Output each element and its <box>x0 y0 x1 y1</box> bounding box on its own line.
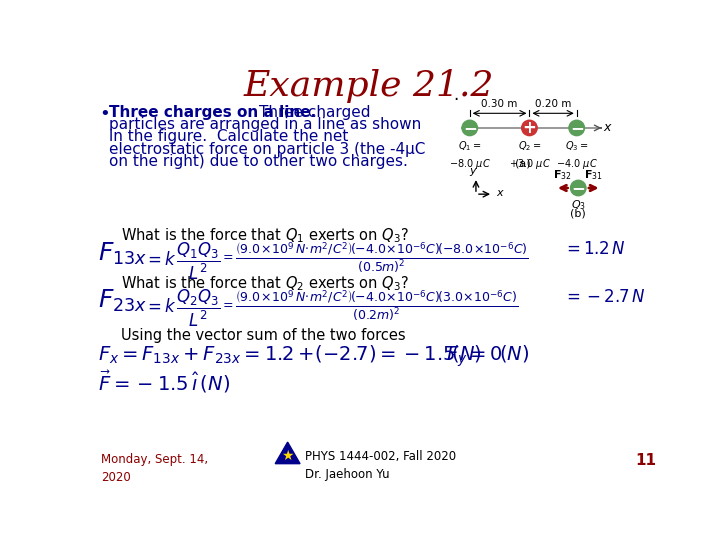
Text: Example 21.2: Example 21.2 <box>244 69 494 103</box>
Text: PHYS 1444-002, Fall 2020
Dr. Jaehoon Yu: PHYS 1444-002, Fall 2020 Dr. Jaehoon Yu <box>305 450 456 481</box>
Text: $=1.2\,N$: $=1.2\,N$ <box>563 240 626 258</box>
Text: Monday, Sept. 14,
2020: Monday, Sept. 14, 2020 <box>101 453 208 484</box>
Polygon shape <box>275 442 300 464</box>
Text: 0.20 m: 0.20 m <box>535 99 571 110</box>
Text: (b): (b) <box>570 208 586 218</box>
Text: $\mathbf{F}_{31}$: $\mathbf{F}_{31}$ <box>585 168 603 182</box>
Text: 0.30 m: 0.30 m <box>482 99 518 110</box>
Text: ·: · <box>453 91 459 110</box>
Text: $Q_3 =$
$-4.0\ \mu C$: $Q_3 =$ $-4.0\ \mu C$ <box>556 139 598 171</box>
Text: (a): (a) <box>516 159 531 168</box>
Text: x: x <box>496 188 503 198</box>
Text: x: x <box>603 120 611 134</box>
Text: $F_{23x}$: $F_{23x}$ <box>98 288 147 314</box>
Text: $F_x = F_{13x} + F_{23x} = 1.2+\!\left(-2.7\right) = -1.5\!\left(N\right)$: $F_x = F_{13x} + F_{23x} = 1.2+\!\left(-… <box>98 343 482 366</box>
Text: $=-2.7\,N$: $=-2.7\,N$ <box>563 288 645 306</box>
Text: $Q_2 =$
$+3.0\ \mu C$: $Q_2 =$ $+3.0\ \mu C$ <box>508 139 550 171</box>
Text: $\vec{F} = -1.5\,\hat{\imath}\,\left(N\right)$: $\vec{F} = -1.5\,\hat{\imath}\,\left(N\r… <box>98 369 230 395</box>
Text: What is the force that $Q_2$ exerts on $Q_3$?: What is the force that $Q_2$ exerts on $… <box>121 274 409 293</box>
Text: electrostatic force on particle 3 (the -4μC: electrostatic force on particle 3 (the -… <box>109 142 425 157</box>
Text: +: + <box>523 119 536 137</box>
Text: $= k\,\dfrac{Q_1Q_3}{L^2}$: $= k\,\dfrac{Q_1Q_3}{L^2}$ <box>144 240 221 282</box>
Text: on the right) due to other two charges.: on the right) due to other two charges. <box>109 154 408 169</box>
Text: ★: ★ <box>282 449 294 463</box>
Text: $= \dfrac{\left(9.0\!\times\!10^{9}\,N\!\cdot\!m^2/C^2\right)\!\left(-4.0\!\time: $= \dfrac{\left(9.0\!\times\!10^{9}\,N\!… <box>220 288 518 323</box>
Text: particles are arranged in a line as shown: particles are arranged in a line as show… <box>109 117 421 132</box>
Text: $Q_1 =$
$-8.0\ \mu C$: $Q_1 =$ $-8.0\ \mu C$ <box>449 139 490 171</box>
Text: −: − <box>463 119 477 137</box>
Text: −: − <box>571 179 585 197</box>
Text: $F_y = 0\!\left(N\right)$: $F_y = 0\!\left(N\right)$ <box>446 343 530 369</box>
Circle shape <box>462 120 477 136</box>
Text: $Q_3$: $Q_3$ <box>571 198 586 212</box>
Text: Using the vector sum of the two forces: Using the vector sum of the two forces <box>121 328 405 343</box>
Text: y: y <box>469 166 476 176</box>
Text: in the figure.  Calculate the net: in the figure. Calculate the net <box>109 130 348 145</box>
Circle shape <box>522 120 537 136</box>
Text: Three charges on a line.: Three charges on a line. <box>109 105 316 120</box>
Text: What is the force that $Q_1$ exerts on $Q_3$?: What is the force that $Q_1$ exerts on $… <box>121 226 409 245</box>
Text: 11: 11 <box>635 453 656 468</box>
Circle shape <box>569 120 585 136</box>
Text: $\mathbf{F}_{32}$: $\mathbf{F}_{32}$ <box>554 168 572 182</box>
Circle shape <box>570 180 586 195</box>
Text: $= k\,\dfrac{Q_2Q_3}{L^2}$: $= k\,\dfrac{Q_2Q_3}{L^2}$ <box>144 288 221 329</box>
Text: $F_{13x}$: $F_{13x}$ <box>98 240 147 267</box>
Text: $= \dfrac{\left(9.0\!\times\!10^{9}\,N\!\cdot\!m^2/C^2\right)\!\left(-4.0\!\time: $= \dfrac{\left(9.0\!\times\!10^{9}\,N\!… <box>220 240 529 275</box>
Text: •: • <box>99 105 110 123</box>
Text: −: − <box>570 119 584 137</box>
Text: Three charged: Three charged <box>259 105 371 120</box>
